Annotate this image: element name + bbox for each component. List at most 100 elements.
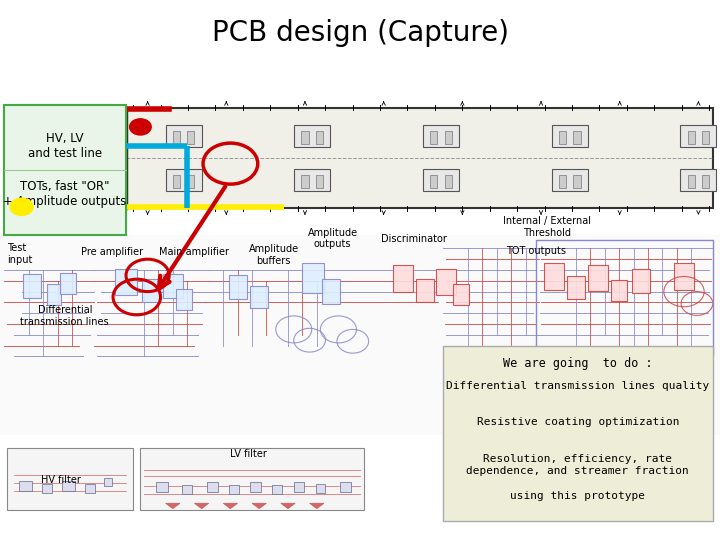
- Bar: [163, 274, 183, 298]
- Text: Resolution, efficiency, rate
dependence, and streamer fraction: Resolution, efficiency, rate dependence,…: [467, 454, 689, 476]
- Bar: [115, 269, 137, 295]
- Bar: [250, 482, 261, 492]
- Bar: [445, 131, 452, 144]
- Bar: [42, 484, 52, 493]
- Bar: [688, 174, 695, 188]
- Bar: [302, 263, 324, 293]
- Text: using this prototype: using this prototype: [510, 491, 645, 501]
- Bar: [187, 174, 194, 188]
- Bar: [23, 274, 42, 298]
- Polygon shape: [194, 503, 209, 509]
- Bar: [272, 485, 282, 494]
- Bar: [294, 125, 330, 147]
- Bar: [85, 484, 95, 493]
- Text: TOT outputs: TOT outputs: [506, 246, 567, 256]
- Bar: [702, 131, 709, 144]
- Circle shape: [10, 198, 33, 215]
- Bar: [166, 125, 202, 147]
- Text: Differential
transmission lines: Differential transmission lines: [20, 305, 109, 327]
- Text: We are going  to do :: We are going to do :: [503, 357, 652, 370]
- Bar: [436, 269, 456, 295]
- Bar: [423, 169, 459, 191]
- Text: Discriminator: Discriminator: [381, 234, 447, 244]
- Bar: [680, 125, 716, 147]
- Text: PCB design (Capture): PCB design (Capture): [212, 19, 508, 47]
- Bar: [140, 448, 364, 510]
- Bar: [340, 482, 351, 492]
- Bar: [7, 448, 133, 510]
- Bar: [567, 276, 585, 299]
- Text: Pre amplifier: Pre amplifier: [81, 247, 143, 257]
- Bar: [632, 269, 650, 293]
- Text: LV filter: LV filter: [230, 449, 267, 458]
- Bar: [559, 174, 566, 188]
- Bar: [19, 481, 32, 491]
- Bar: [302, 131, 309, 144]
- Bar: [302, 174, 309, 188]
- Bar: [588, 265, 608, 291]
- Bar: [229, 485, 239, 494]
- Circle shape: [130, 119, 151, 135]
- Text: HV, LV
and test line: HV, LV and test line: [28, 132, 102, 160]
- Bar: [4, 105, 126, 235]
- Text: Main amplifier: Main amplifier: [159, 247, 230, 257]
- Bar: [126, 108, 713, 208]
- Bar: [702, 174, 709, 188]
- Bar: [559, 131, 566, 144]
- Bar: [445, 174, 452, 188]
- Bar: [173, 131, 180, 144]
- Bar: [294, 482, 304, 492]
- Bar: [229, 275, 246, 299]
- Text: TOTs, fast "OR"
+ Amplitude outputs: TOTs, fast "OR" + Amplitude outputs: [3, 180, 127, 208]
- Text: Differential transmission lines quality: Differential transmission lines quality: [446, 381, 709, 391]
- Bar: [552, 169, 588, 191]
- Polygon shape: [166, 503, 180, 509]
- Bar: [187, 131, 194, 144]
- Polygon shape: [281, 503, 295, 509]
- Bar: [166, 169, 202, 191]
- Bar: [176, 289, 192, 310]
- Text: Amplitude
buffers: Amplitude buffers: [248, 244, 299, 266]
- Bar: [142, 279, 160, 302]
- Bar: [60, 273, 76, 294]
- Bar: [688, 131, 695, 144]
- Bar: [62, 481, 75, 491]
- Bar: [443, 346, 713, 521]
- Bar: [323, 280, 340, 303]
- Bar: [316, 174, 323, 188]
- Bar: [453, 284, 469, 305]
- Polygon shape: [310, 503, 324, 509]
- Bar: [0, 235, 443, 435]
- Polygon shape: [223, 503, 238, 509]
- Bar: [316, 484, 325, 493]
- Bar: [416, 279, 433, 302]
- Bar: [173, 174, 180, 188]
- Bar: [552, 125, 588, 147]
- Bar: [316, 131, 323, 144]
- Bar: [680, 169, 716, 191]
- Bar: [47, 284, 61, 305]
- Bar: [573, 174, 580, 188]
- Text: HV filter: HV filter: [41, 475, 81, 484]
- Text: Test
input: Test input: [7, 243, 32, 265]
- Bar: [156, 482, 168, 492]
- Bar: [423, 125, 459, 147]
- Bar: [393, 265, 413, 292]
- Text: Amplitude
outputs: Amplitude outputs: [307, 228, 358, 249]
- Bar: [294, 169, 330, 191]
- Bar: [544, 263, 564, 290]
- Text: Resistive coating optimization: Resistive coating optimization: [477, 417, 679, 428]
- Bar: [536, 240, 713, 356]
- Bar: [104, 477, 112, 486]
- Polygon shape: [252, 503, 266, 509]
- Bar: [611, 280, 627, 301]
- Bar: [674, 263, 694, 290]
- Text: Internal / External
Threshold: Internal / External Threshold: [503, 216, 591, 238]
- Bar: [573, 131, 580, 144]
- Bar: [182, 485, 192, 494]
- Bar: [431, 174, 438, 188]
- Bar: [431, 131, 438, 144]
- Bar: [443, 235, 720, 435]
- Bar: [207, 482, 218, 492]
- Bar: [251, 286, 268, 308]
